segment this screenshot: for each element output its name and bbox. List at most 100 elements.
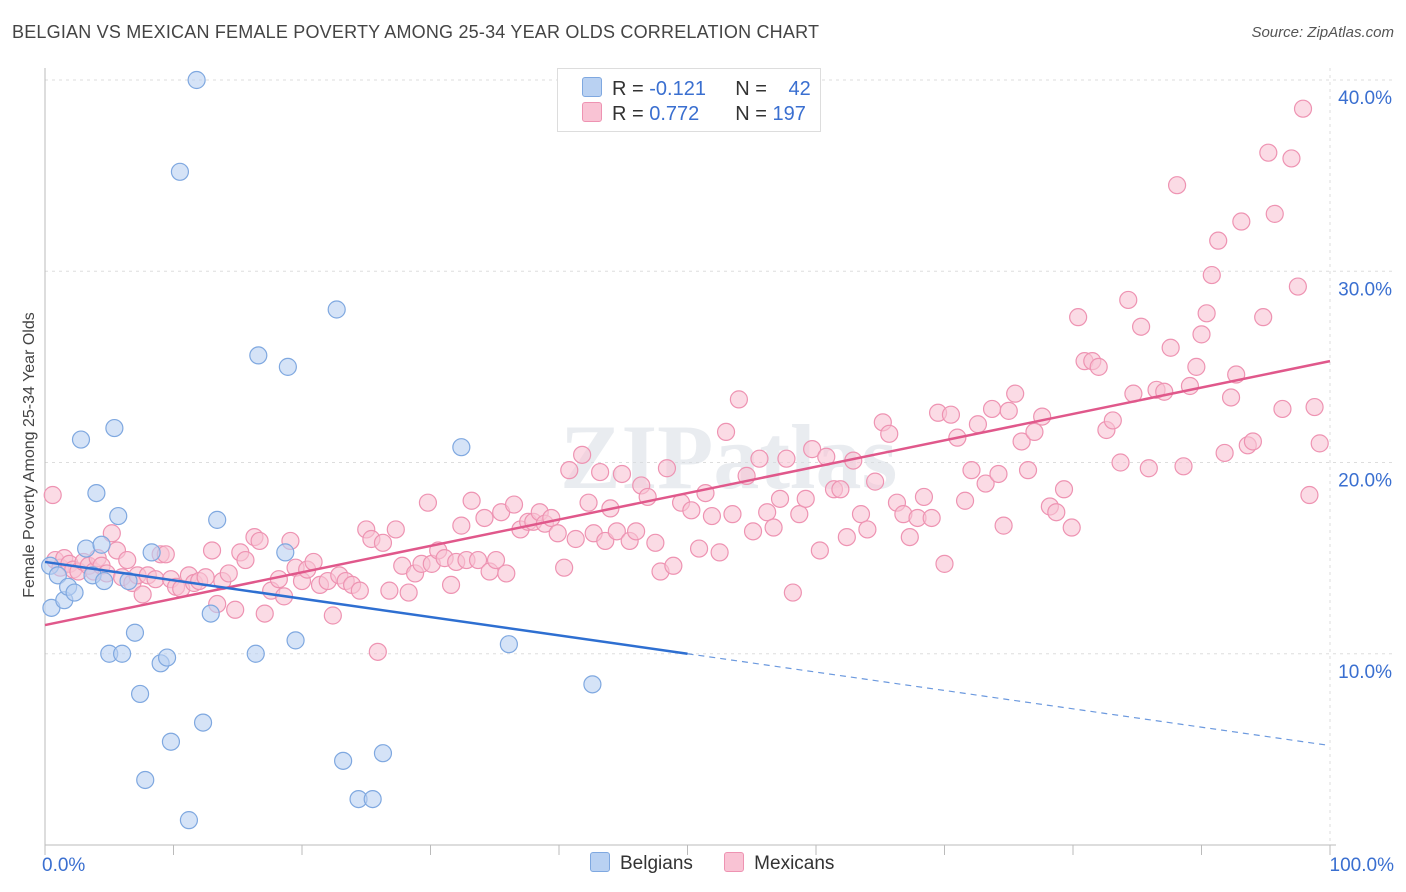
mexican-point [1232, 212, 1251, 231]
mexican-point [323, 606, 342, 625]
mexican-point [935, 554, 954, 573]
x-tick-label-max: 100.0% [1330, 855, 1395, 876]
mexican-point [236, 550, 255, 570]
legend-r-value-belgians: -0.121 [649, 78, 706, 100]
mexican-point [1155, 382, 1174, 401]
belgian-point [142, 543, 161, 562]
mexican-point [1300, 485, 1319, 505]
belgian-point [193, 713, 213, 732]
mexican-point [1161, 338, 1180, 357]
belgian-point [583, 675, 602, 694]
belgian-point [125, 623, 145, 642]
mexican-point [976, 474, 995, 493]
belgian-point [161, 732, 181, 751]
mexican-point [689, 539, 709, 558]
mexican-point [386, 520, 405, 539]
tick-labels: 10.0% 20.0% 30.0% 40.0% 0.0% 100.0% [42, 88, 1394, 876]
mexican-point [955, 491, 975, 510]
belgian-point [92, 535, 111, 554]
mexican-point [914, 487, 934, 507]
belgian-point [105, 418, 124, 438]
mexican-point [1192, 325, 1211, 344]
belgian-point [112, 644, 132, 663]
mexican-point [566, 529, 585, 549]
mexican-point [102, 524, 121, 543]
mexican-point [900, 527, 919, 547]
mexican-point [1018, 461, 1038, 480]
legend-n-label: N = [735, 78, 773, 100]
legend-swatch-belgians [582, 77, 602, 97]
mexican-point [941, 405, 961, 424]
belgian-point [278, 357, 297, 376]
mexican-point [729, 390, 749, 409]
mexican-point [548, 524, 567, 543]
legend-label-belgians: Belgians [620, 853, 693, 874]
mexican-point [226, 600, 245, 619]
belgian-point [48, 566, 67, 585]
legend-r-label: R = [612, 103, 650, 125]
legend-item-mexicans: Mexicans [724, 852, 834, 875]
belgian-point [249, 346, 268, 365]
belgian-point [87, 484, 106, 503]
mexican-point [783, 583, 802, 602]
mexican-point [1012, 432, 1031, 451]
belgian-trend-extension [687, 653, 1331, 747]
legend-r-value-mexicans: 0.772 [649, 103, 700, 125]
belgian-point [136, 770, 155, 790]
mexican-point [723, 505, 742, 524]
mexican-point [373, 533, 393, 552]
mexican-point [1288, 277, 1307, 296]
mexican-point [880, 424, 899, 443]
mexican-point [1273, 399, 1292, 419]
mexican-point [716, 422, 736, 441]
belgian-point [187, 70, 206, 90]
mexican-point [1103, 411, 1122, 430]
mexican-point [790, 505, 809, 524]
mexican-point [770, 489, 790, 508]
mexican-point [831, 480, 850, 499]
mexican-point [560, 461, 579, 480]
belgian-point [208, 510, 227, 529]
mexican-point [1167, 176, 1187, 195]
trend-lines [44, 359, 1331, 747]
legend-row-belgians: R = -0.121 N = 42 [582, 77, 811, 101]
legend-r-label: R = [612, 78, 650, 100]
mexican-point [777, 449, 796, 468]
grid-lines [45, 68, 1392, 845]
y-tick-label-10: 10.0% [1338, 662, 1392, 683]
mexican-point [542, 508, 561, 528]
y-tick-label-40: 40.0% [1338, 88, 1392, 109]
legend-item-belgians: Belgians [590, 852, 693, 875]
mexican-point [1310, 434, 1329, 453]
mexican-point [555, 558, 574, 577]
mexican-point [1054, 480, 1074, 499]
mexican-point [1243, 432, 1263, 451]
legend-n-label: N = [735, 103, 773, 125]
mexican-point [380, 581, 399, 600]
mexican-point [607, 522, 626, 541]
mexican-point [758, 503, 777, 522]
mexican-point [682, 501, 701, 520]
belgian-point [179, 811, 199, 830]
mexican-point [1174, 457, 1193, 476]
mexican-point [462, 491, 481, 510]
belgian-point [157, 648, 177, 667]
legend-swatch-mexicans [582, 102, 602, 122]
legend-label-mexicans: Mexicans [754, 853, 835, 874]
mexican-point [368, 642, 387, 661]
mexican-point [1259, 143, 1278, 162]
legend-n-value-mexicans: 197 [772, 103, 806, 125]
mexican-point [858, 520, 877, 539]
x-tick-label-min: 0.0% [42, 855, 85, 876]
axes [44, 68, 1336, 855]
mexican-point [1305, 397, 1324, 417]
chart-title: BELGIAN VS MEXICAN FEMALE POVERTY AMONG … [12, 22, 820, 42]
mexican-point [418, 493, 438, 512]
mexican-point [1254, 308, 1273, 327]
mexican-point [399, 583, 418, 602]
mexican-point [1089, 357, 1108, 376]
mexican-point [646, 533, 665, 552]
belgian-point [130, 684, 150, 704]
mexican-point [1282, 149, 1301, 168]
mexican-point [626, 522, 646, 541]
